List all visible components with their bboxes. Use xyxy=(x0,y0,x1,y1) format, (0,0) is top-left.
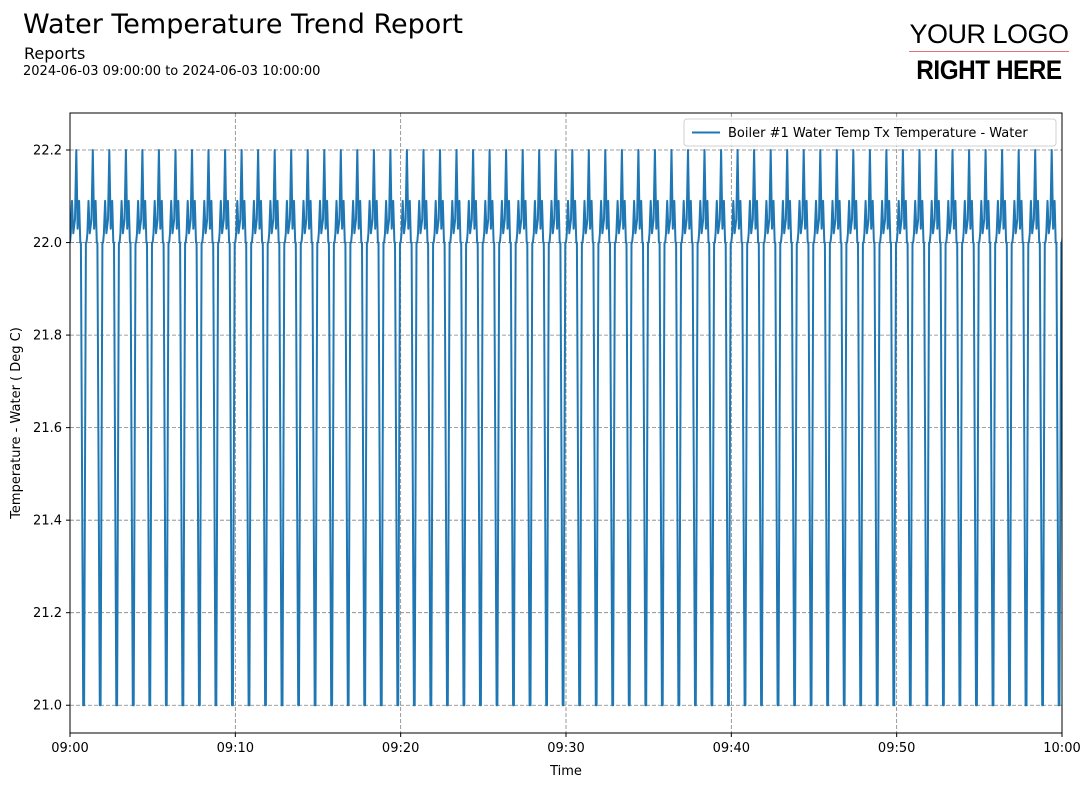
x-tick-label: 09:20 xyxy=(382,741,419,756)
grid-lines xyxy=(70,113,1062,733)
x-tick-label: 09:50 xyxy=(878,741,915,756)
logo-placeholder: YOUR LOGO RIGHT HERE xyxy=(905,16,1073,88)
logo-line1: YOUR LOGO xyxy=(909,19,1069,49)
legend: Boiler #1 Water Temp Tx Temperature - Wa… xyxy=(683,118,1057,147)
series-layer xyxy=(70,149,1062,707)
y-tick-label: 21.6 xyxy=(33,421,62,436)
x-axis-label: Time xyxy=(549,764,582,779)
y-tick-label: 22.0 xyxy=(33,236,62,251)
x-tick-label: 09:10 xyxy=(217,741,254,756)
x-tick-label: 09:00 xyxy=(51,741,88,756)
report-subtitle: Reports xyxy=(24,44,86,63)
logo-line2: RIGHT HERE xyxy=(916,55,1062,85)
legend-box xyxy=(683,118,1057,147)
axis-ticks: 09:00 09:10 09:20 09:30 09:40 09:50 10:00 21.0 2… xyxy=(33,144,1081,756)
y-tick-label: 21.2 xyxy=(33,606,62,621)
y-tick-label: 22.2 xyxy=(33,144,62,159)
x-tick-label: 10:00 xyxy=(1043,741,1080,756)
legend-label: Boiler #1 Water Temp Tx Temperature - Wa… xyxy=(728,126,1028,141)
report-title: Water Temperature Trend Report xyxy=(23,9,463,40)
y-tick-label: 21.0 xyxy=(33,699,62,714)
x-tick-label: 09:30 xyxy=(547,741,584,756)
series-line-0 xyxy=(70,149,1062,707)
y-tick-label: 21.4 xyxy=(33,514,62,529)
x-tick-label: 09:40 xyxy=(713,741,750,756)
y-axis-label: Temperature - Water ( Deg C) xyxy=(9,327,24,520)
report-date-range: 2024-06-03 09:00:00 to 2024-06-03 10:00:… xyxy=(23,64,321,79)
y-tick-label: 21.8 xyxy=(33,329,62,344)
logo-divider xyxy=(909,51,1069,52)
